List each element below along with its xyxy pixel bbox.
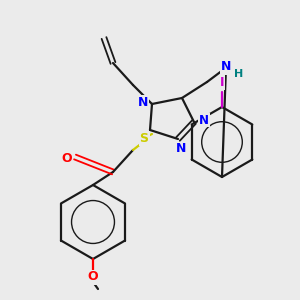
Text: S: S [140, 131, 148, 145]
Text: I: I [220, 76, 224, 88]
Text: H: H [234, 69, 244, 79]
Text: O: O [88, 271, 98, 284]
Text: N: N [199, 113, 209, 127]
Text: N: N [221, 61, 231, 74]
Text: N: N [138, 95, 148, 109]
Text: O: O [62, 152, 72, 164]
Text: N: N [176, 142, 186, 155]
